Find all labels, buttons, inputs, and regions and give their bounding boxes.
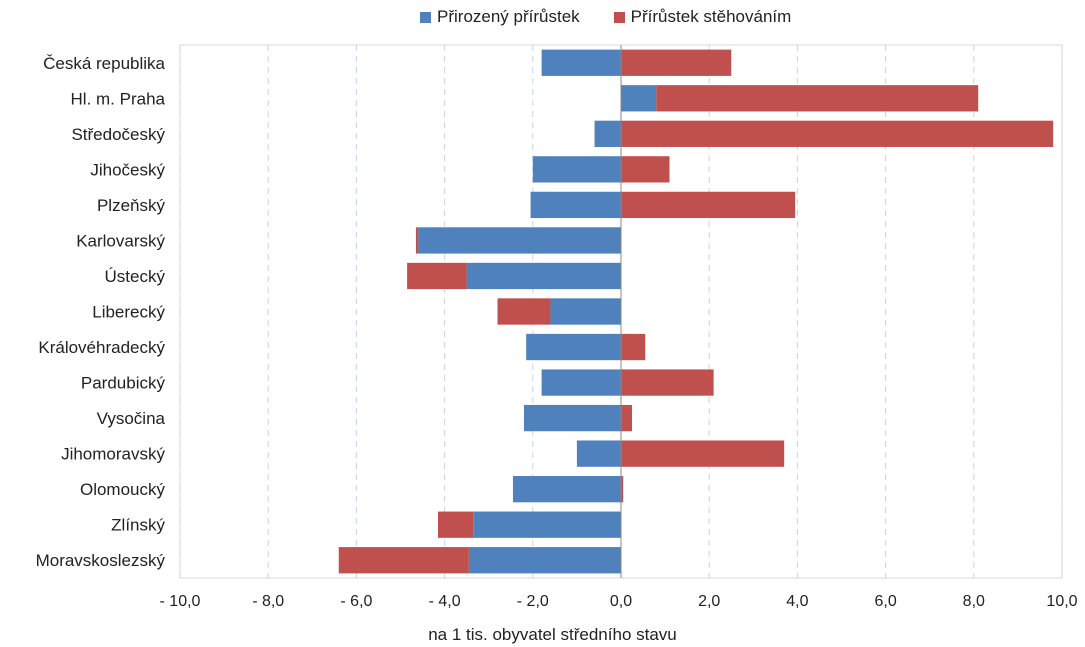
y-category-label: Královéhradecký xyxy=(38,338,165,357)
bar-natural-increase xyxy=(550,298,621,325)
y-category-label: Karlovarský xyxy=(76,231,165,250)
x-tick-label: 4,0 xyxy=(786,593,808,610)
x-tick-label: 2,0 xyxy=(698,593,720,610)
y-category-label: Pardubický xyxy=(81,374,166,393)
legend-label-migration: Přírůstek stěhováním xyxy=(630,7,792,26)
x-tick-label: - 4,0 xyxy=(429,593,461,610)
bar-natural-increase xyxy=(526,333,621,361)
bar-migration-increase xyxy=(621,333,646,361)
legend-swatch-red xyxy=(613,11,625,23)
bar-migration-increase xyxy=(621,440,785,467)
y-category-label: Středočeský xyxy=(71,125,165,144)
y-category-label: Česká republika xyxy=(43,54,165,73)
bar-migration-increase xyxy=(437,511,474,538)
bar-natural-increase xyxy=(594,120,621,147)
bar-migration-increase xyxy=(656,85,979,112)
legend-label-natural: Přirozený přírůstek xyxy=(437,7,580,26)
bar-natural-increase xyxy=(418,227,621,254)
bar-migration-increase xyxy=(497,298,551,325)
bar-migration-increase xyxy=(338,547,469,574)
bar-migration-increase xyxy=(621,476,624,503)
bar-natural-increase xyxy=(532,156,621,183)
x-axis-title: na 1 tis. obyvatel středního stavu xyxy=(428,625,677,644)
bar-migration-increase xyxy=(621,369,714,396)
x-tick-label: - 8,0 xyxy=(252,593,284,610)
y-category-label: Moravskoslezský xyxy=(36,551,166,570)
bar-natural-increase xyxy=(512,476,621,503)
y-category-label: Hl. m. Praha xyxy=(71,89,166,108)
bar-natural-increase xyxy=(466,262,621,290)
bar-natural-increase xyxy=(541,49,621,76)
y-category-label: Zlínský xyxy=(111,516,165,535)
x-tick-label: - 2,0 xyxy=(517,593,549,610)
legend-swatch-blue xyxy=(420,11,431,23)
y-category-label: Plzeňský xyxy=(97,196,166,215)
bar-migration-increase xyxy=(407,262,467,290)
x-tick-label: - 6,0 xyxy=(340,593,372,610)
bar-migration-increase xyxy=(621,156,670,183)
x-tick-label: - 10,0 xyxy=(160,593,201,610)
x-tick-label: 10,0 xyxy=(1046,593,1077,610)
y-category-label: Olomoucký xyxy=(80,480,166,499)
y-category-label: Jihočeský xyxy=(90,160,165,179)
bar-natural-increase xyxy=(621,85,657,112)
bar-migration-increase xyxy=(415,227,419,254)
x-tick-label: 0,0 xyxy=(610,593,632,610)
bar-migration-increase xyxy=(621,49,732,76)
bar-natural-increase xyxy=(468,547,621,574)
legend-item-migration: Přírůstek stěhováním xyxy=(613,7,792,27)
bar-migration-increase xyxy=(621,120,1054,147)
bar-migration-increase xyxy=(621,191,796,219)
legend-item-natural: Přirozený přírůstek xyxy=(420,7,580,27)
y-category-label: Liberecký xyxy=(92,303,165,322)
y-category-label: Ústecký xyxy=(105,267,166,286)
bar-natural-increase xyxy=(473,511,621,538)
legend: Přirozený přírůstek Přírůstek stěhováním xyxy=(420,7,791,27)
bar-natural-increase xyxy=(530,191,621,219)
y-category-label: Vysočina xyxy=(97,409,166,428)
bar-natural-increase xyxy=(541,369,621,396)
bar-migration-increase xyxy=(621,404,633,432)
x-tick-label: 6,0 xyxy=(874,593,896,610)
bar-natural-increase xyxy=(523,404,621,432)
x-tick-label: 8,0 xyxy=(963,593,985,610)
y-category-label: Jihomoravský xyxy=(61,445,165,464)
bar-natural-increase xyxy=(576,440,621,467)
